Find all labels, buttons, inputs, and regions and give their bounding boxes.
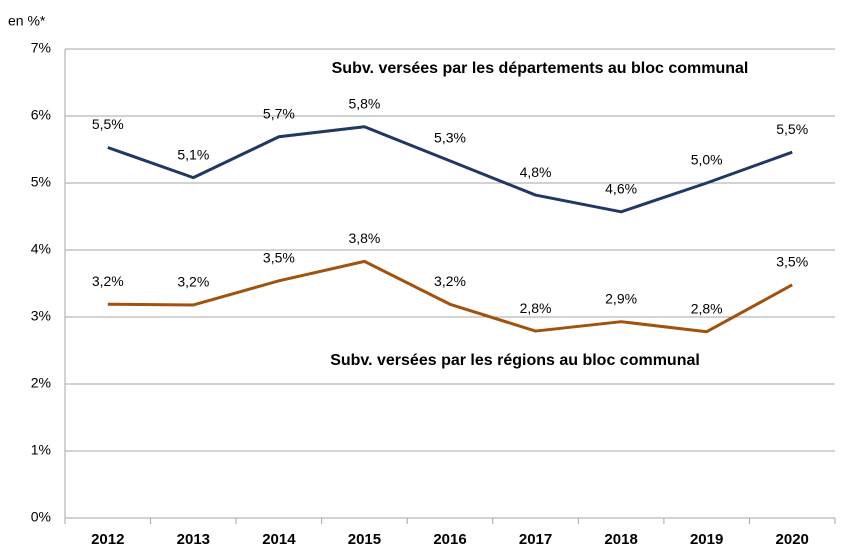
x-tick-label: 2013	[177, 531, 210, 548]
x-tick-label: 2020	[776, 531, 809, 548]
y-tick-label: 7%	[31, 40, 51, 56]
x-tick-label: 2019	[690, 531, 723, 548]
data-label: 5,8%	[348, 95, 380, 111]
data-label: 2,8%	[691, 300, 723, 316]
data-label: 5,1%	[177, 146, 209, 162]
x-tick-label: 2018	[604, 531, 637, 548]
x-tick-label: 2014	[262, 531, 296, 548]
y-tick-label: 0%	[31, 509, 51, 525]
y-tick-label: 3%	[31, 308, 51, 324]
line	[107, 259, 793, 334]
y-axis-label: en %*	[8, 13, 46, 29]
x-tick-label: 2015	[348, 531, 381, 548]
y-tick-label: 2%	[31, 375, 51, 391]
x-tick-label: 2012	[91, 531, 124, 548]
line	[107, 125, 793, 214]
series-label: Subv. versées par les régions au bloc co…	[330, 352, 700, 369]
data-label: 3,2%	[434, 273, 466, 289]
data-label: 4,6%	[605, 181, 637, 197]
data-label: 3,2%	[92, 273, 124, 289]
data-label: 5,3%	[434, 130, 466, 146]
series-label: Subv. versées par les départements au bl…	[332, 60, 749, 77]
data-label: 5,5%	[776, 121, 808, 137]
data-label: 5,7%	[263, 105, 295, 121]
y-tick-label: 6%	[31, 107, 51, 123]
y-tick-label: 4%	[31, 241, 51, 257]
data-label: 5,0%	[691, 152, 723, 168]
y-tick-label: 1%	[31, 442, 51, 458]
data-label: 3,8%	[348, 230, 380, 246]
x-tick-label: 2017	[519, 531, 552, 548]
data-label: 2,8%	[520, 300, 552, 316]
data-label: 4,8%	[520, 164, 552, 180]
data-label: 5,5%	[92, 116, 124, 132]
data-label: 3,5%	[263, 250, 295, 266]
data-label: 3,2%	[177, 274, 209, 290]
y-tick-label: 5%	[31, 174, 51, 190]
data-label: 2,9%	[605, 290, 637, 306]
data-label: 3,5%	[776, 254, 808, 270]
x-tick-label: 2016	[433, 531, 466, 548]
